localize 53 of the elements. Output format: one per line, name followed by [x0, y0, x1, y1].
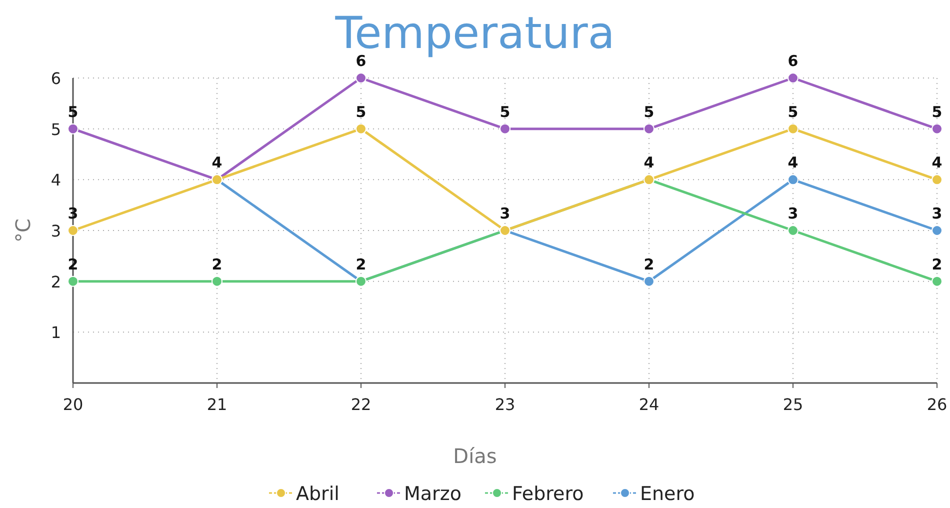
y-axis-title: °C: [11, 218, 35, 242]
data-label: 3: [932, 204, 942, 222]
data-label: 6: [788, 52, 798, 70]
y-tick-label: 6: [50, 69, 61, 88]
data-label: 2: [644, 255, 654, 274]
x-tick-label: 23: [494, 395, 516, 414]
data-label: 4: [788, 154, 798, 172]
x-tick-label: 21: [206, 395, 228, 414]
x-tick-label: 25: [782, 395, 804, 414]
legend-label: Marzo: [404, 483, 462, 505]
x-tick-label: 20: [62, 395, 84, 414]
data-label: 3: [500, 204, 510, 222]
point: [356, 72, 366, 84]
x-tick-label: 22: [350, 395, 372, 414]
y-tick-label: 2: [50, 272, 61, 292]
data-label: 4: [644, 154, 654, 172]
y-tick-label: 3: [50, 222, 61, 240]
data-label: 5: [788, 102, 798, 121]
data-label: 2: [932, 255, 942, 274]
point: [68, 276, 78, 287]
legend-label: Enero: [640, 483, 695, 505]
x-axis-title: Días: [453, 444, 497, 468]
data-label: 4: [212, 154, 222, 172]
point: [68, 225, 78, 236]
point: [932, 225, 942, 236]
data-label: 4: [932, 154, 942, 172]
point: [788, 225, 798, 236]
data-label: 5: [932, 102, 942, 121]
point: [68, 123, 78, 134]
x-tick-label: 24: [638, 395, 660, 414]
point: [788, 123, 798, 134]
point: [788, 72, 798, 84]
point: [932, 174, 942, 186]
legend-label: Febrero: [512, 483, 584, 505]
point: [500, 123, 510, 134]
y-tick-label: 5: [50, 120, 61, 139]
data-label: 2: [212, 255, 222, 274]
x-tick-label: 26: [926, 395, 948, 414]
point: [644, 123, 654, 134]
y-tick-label: 4: [50, 170, 61, 190]
point: [356, 123, 366, 134]
point: [212, 276, 222, 287]
y-tick-label: 1: [50, 323, 61, 342]
data-label: 5: [500, 102, 510, 121]
data-label: 3: [788, 204, 798, 222]
point: [932, 123, 942, 134]
legend-label: Abril: [296, 483, 340, 505]
data-label: 2: [356, 255, 366, 274]
point: [932, 276, 942, 287]
point: [644, 276, 654, 287]
point: [788, 174, 798, 186]
data-label: 5: [644, 102, 654, 121]
data-label: 5: [356, 102, 366, 121]
